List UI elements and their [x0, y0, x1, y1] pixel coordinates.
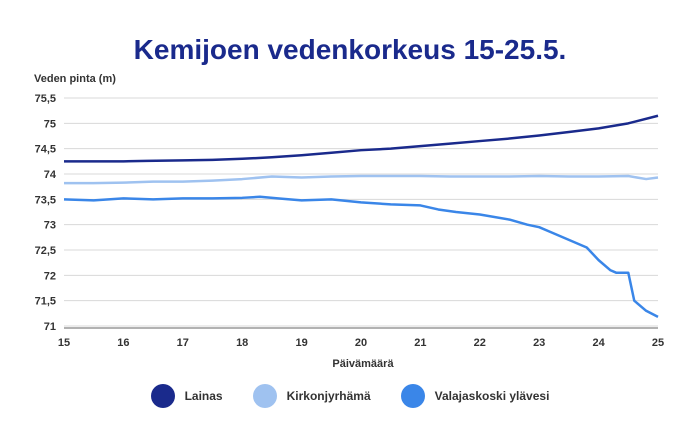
y-tick-label: 71,5	[35, 296, 56, 308]
legend: Lainas Kirkonjyrhämä Valajaskoski yläves…	[0, 384, 700, 408]
x-tick-labels: 15 16 17 18 19 20 21 22 23 24 25	[58, 337, 664, 349]
chart-title: Kemijoen vedenkorkeus 15-25.5.	[133, 34, 567, 65]
y-tick-labels: 75,5 75 74,5 74 73,5 73 72,5 72 71,5 71	[35, 93, 57, 333]
legend-swatch-valajaskoski	[400, 384, 425, 408]
y-tick-label: 74,5	[35, 144, 56, 156]
x-tick-label: 16	[117, 337, 129, 349]
x-tick-label: 22	[474, 337, 486, 349]
legend-label-valajaskoski: Valajaskoski ylävesi	[434, 389, 550, 403]
series-line-1	[64, 174, 659, 185]
y-tick-label: 72	[44, 270, 56, 282]
series-layer	[63, 114, 659, 318]
y-tick-label: 73,5	[35, 194, 56, 206]
y-tick-label: 73	[44, 220, 56, 232]
legend-item-valajaskoski: Valajaskoski ylävesi	[400, 384, 550, 408]
x-tick-label: 21	[414, 337, 426, 349]
y-tick-label: 71	[44, 321, 56, 333]
x-tick-label: 25	[652, 337, 664, 349]
x-tick-label: 19	[295, 337, 307, 349]
legend-swatch-lainas	[150, 384, 175, 408]
y-tick-label: 75,5	[35, 93, 56, 105]
y-tick-label: 74	[44, 169, 57, 181]
x-tick-label: 20	[355, 337, 367, 349]
y-axis-label: Veden pinta (m)	[34, 73, 116, 85]
x-tick-label: 15	[58, 337, 70, 349]
legend-item-lainas: Lainas	[150, 384, 223, 408]
legend-swatch-kirkonjyrhama	[252, 384, 277, 408]
x-tick-label: 18	[236, 337, 248, 349]
legend-label-kirkonjyrhama: Kirkonjyrhämä	[286, 389, 371, 403]
legend-item-kirkonjyrhama: Kirkonjyrhämä	[252, 384, 371, 408]
x-tick-label: 17	[177, 337, 189, 349]
series-line-2	[63, 195, 659, 318]
legend-label-lainas: Lainas	[184, 389, 223, 403]
series-line-0	[64, 114, 659, 163]
x-axis-label: Päivämäärä	[332, 358, 394, 370]
y-tick-label: 72,5	[35, 245, 56, 257]
x-tick-label: 24	[592, 337, 605, 349]
y-tick-label: 75	[44, 118, 56, 130]
grid-layer	[64, 97, 658, 329]
x-tick-label: 23	[533, 337, 545, 349]
